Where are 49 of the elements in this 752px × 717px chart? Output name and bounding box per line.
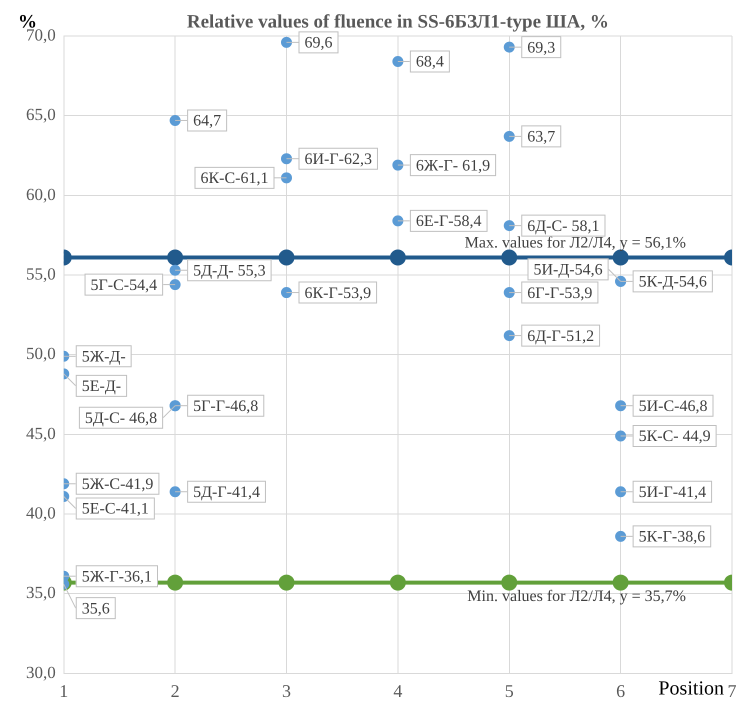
data-label: 6Д-Г-51,2 bbox=[527, 328, 594, 345]
y-tick-label: 35,0 bbox=[26, 583, 56, 602]
data-label: 69,6 bbox=[304, 34, 332, 52]
annotation: 5Е-Д- bbox=[82, 378, 122, 396]
data-label: 6К-Г-53,9 bbox=[304, 284, 372, 302]
data-label: 6И-Г-62,3 bbox=[304, 150, 372, 168]
y-tick-label: 45,0 bbox=[26, 424, 56, 443]
x-tick-label: 4 bbox=[393, 680, 402, 701]
x-axis-title: Position bbox=[658, 678, 724, 700]
series-label: Min. values for Л2/Л4, y = 35,7% bbox=[467, 588, 686, 605]
x-tick-label: 6 bbox=[616, 680, 626, 701]
data-label: 5Г-С-54,4 bbox=[90, 276, 158, 294]
y-tick-label: 50,0 bbox=[26, 344, 56, 364]
chart-title: Relative values of fluence in SS-6БЗЛ1-type ША, % bbox=[186, 11, 609, 32]
data-label: 6Е-Г-58,4 bbox=[416, 213, 482, 230]
data-label: 68,4 bbox=[416, 54, 444, 71]
data-label: 5Е-С-41,1 bbox=[82, 500, 149, 518]
x-tick-label: 5 bbox=[504, 680, 514, 701]
x-tick-label: 1 bbox=[59, 680, 68, 701]
data-label: 5И-С-46,8 bbox=[638, 398, 708, 415]
data-label: 5К-Д-54,6 bbox=[638, 274, 707, 291]
data-label: 69,3 bbox=[527, 39, 556, 56]
data-label: 64,7 bbox=[193, 112, 222, 130]
data-label: 5Д-Г-41,4 bbox=[193, 484, 260, 501]
x-tick-label: 2 bbox=[170, 680, 180, 701]
x-tick-label: 3 bbox=[282, 680, 291, 701]
data-label: 5Ж-Г-36,1 bbox=[82, 568, 152, 586]
data-label: 5Ж-С-41,9 bbox=[82, 476, 154, 493]
y-tick-label: 55,0 bbox=[26, 264, 56, 284]
data-label: 5И-Г-41,4 bbox=[638, 484, 706, 501]
y-tick-label: 60,0 bbox=[26, 184, 56, 204]
data-label: 6Д-С- 58,1 bbox=[527, 218, 600, 235]
y-tick-label: 30,0 bbox=[26, 662, 56, 682]
series-label: Max. values for Л2/Л4, y = 56,1% bbox=[464, 234, 686, 252]
data-label: 6Г-Г-53,9 bbox=[527, 284, 592, 302]
data-label: 5Г-Г-46,8 bbox=[193, 398, 258, 415]
y-tick-label: 65,0 bbox=[26, 105, 56, 124]
x-tick-label: 7 bbox=[728, 680, 736, 701]
data-label: 5Д-Д- 55,3 bbox=[193, 262, 266, 280]
data-label: 5К-Г-38,6 bbox=[638, 528, 706, 546]
y-tick-label: 40,0 bbox=[26, 504, 56, 523]
data-label: 5И-Д-54,6 bbox=[534, 262, 603, 279]
data-label: 35,6 bbox=[82, 600, 110, 618]
data-label: 5Д-С- 46,8 bbox=[84, 410, 158, 427]
data-label: 63,7 bbox=[527, 128, 556, 146]
data-label: 5К-С- 44,9 bbox=[638, 428, 711, 446]
data-label: 6Ж-Г- 61,9 bbox=[416, 157, 490, 174]
data-label: 6К-С-61,1 bbox=[200, 170, 268, 188]
annotation: 5Ж-Д- bbox=[82, 348, 126, 366]
